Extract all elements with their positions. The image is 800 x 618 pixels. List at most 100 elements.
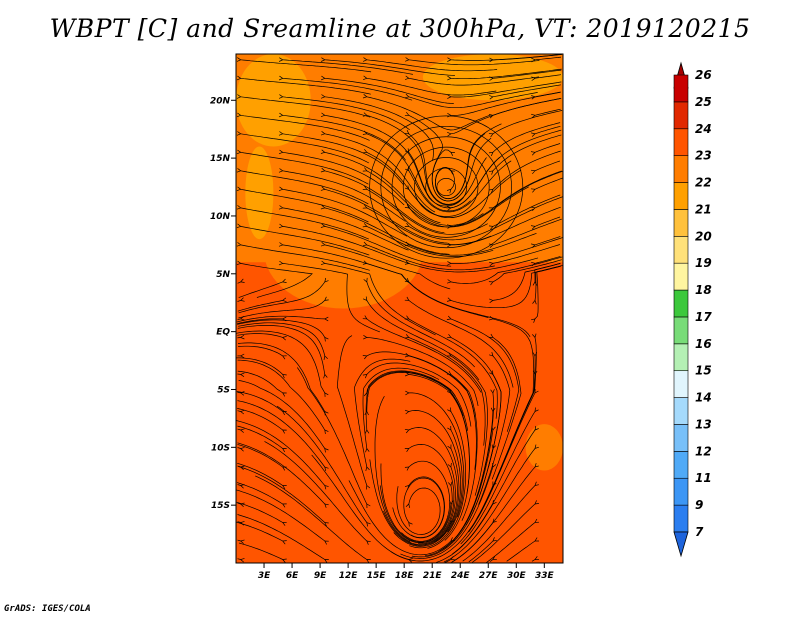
streamline-arrow <box>278 57 284 62</box>
streamline <box>362 367 440 449</box>
streamline-arrow <box>531 318 536 323</box>
streamline <box>311 454 409 560</box>
streamline <box>450 170 563 227</box>
streamline <box>237 408 283 431</box>
streamline-arrow <box>362 57 368 62</box>
streamline-arrow <box>282 521 287 526</box>
streamline <box>390 485 494 562</box>
streamline <box>534 108 561 116</box>
y-tick-label: 15S <box>211 501 230 511</box>
streamline-arrow <box>404 296 410 301</box>
streamline-arrow <box>447 131 452 137</box>
streamline-arrow <box>236 242 242 247</box>
streamline <box>534 160 561 172</box>
streamline-arrow <box>282 392 287 397</box>
streamline-arrow <box>447 444 452 450</box>
streamline-arrow <box>239 391 245 396</box>
streamline-arrow <box>530 206 536 212</box>
streamline-arrow <box>408 521 413 527</box>
y-tick-label: 5S <box>217 385 230 395</box>
streamline-arrow <box>239 428 245 433</box>
streamline-arrow <box>446 352 452 357</box>
colorbar-segment <box>673 235 689 264</box>
streamline-arrow <box>446 370 452 375</box>
streamline <box>366 263 489 318</box>
streamline <box>324 133 436 213</box>
streamline <box>379 485 453 544</box>
streamline-arrow <box>492 462 497 468</box>
streamline-arrow <box>534 537 539 542</box>
streamline <box>324 207 450 255</box>
x-tick-label: 27E <box>479 571 499 581</box>
streamline-arrow <box>404 75 410 80</box>
streamline-arrow <box>489 352 494 357</box>
streamline <box>450 91 561 116</box>
streamline <box>450 256 563 284</box>
streamline-arrow <box>490 407 496 413</box>
streamline <box>255 475 367 560</box>
streamline-arrow <box>488 170 494 175</box>
colorbar-segment <box>673 289 689 318</box>
colorbar-segment <box>673 209 689 237</box>
colorbar-label: 12 <box>695 444 712 458</box>
streamline <box>460 411 536 545</box>
streamline <box>534 265 563 320</box>
streamline-arrow <box>324 484 329 490</box>
streamline-arrow <box>534 425 539 431</box>
streamline <box>468 392 536 533</box>
wbpt-region <box>264 192 423 309</box>
colorbar-label: 18 <box>695 283 712 297</box>
streamline <box>238 322 326 356</box>
streamline-arrow <box>363 277 368 283</box>
streamline-arrow <box>446 279 452 284</box>
streamline <box>324 114 429 197</box>
streamline-arrow <box>532 370 538 376</box>
streamline-arrow <box>450 151 455 156</box>
streamline-arrow <box>282 485 287 490</box>
streamline <box>240 244 370 271</box>
streamline-arrow <box>447 425 452 431</box>
grads-credit: GrADS: IGES/COLA <box>4 604 91 614</box>
streamline-arrow <box>239 334 245 340</box>
streamline <box>424 429 494 557</box>
streamline <box>240 59 372 73</box>
streamline <box>237 444 283 468</box>
streamline-arrow <box>281 297 287 303</box>
streamline <box>380 463 452 543</box>
streamline <box>236 521 283 542</box>
streamline-arrow <box>489 316 494 321</box>
streamline <box>438 411 494 552</box>
streamline <box>400 466 494 559</box>
streamline-arrow <box>362 223 368 228</box>
streamline <box>237 333 283 338</box>
streamline <box>366 371 469 431</box>
streamline <box>366 96 492 131</box>
streamline <box>324 244 451 290</box>
streamline <box>240 188 369 223</box>
streamline-arrow <box>362 167 368 172</box>
streamline <box>401 460 451 542</box>
streamline <box>324 263 436 336</box>
streamline <box>324 188 448 244</box>
streamline-arrow <box>362 130 368 135</box>
streamline-arrow <box>278 260 284 266</box>
vortex-streamline <box>380 125 512 249</box>
y-tick-label: 5N <box>216 270 230 280</box>
streamline-arrow <box>450 556 455 561</box>
streamline <box>492 218 562 246</box>
streamline-arrow <box>491 426 496 431</box>
streamline-arrow <box>404 260 410 265</box>
streamline <box>366 226 494 257</box>
streamline <box>436 503 494 563</box>
colorbar-label: 17 <box>695 310 712 324</box>
streamline-arrow <box>492 499 497 505</box>
streamline-arrow <box>491 444 496 450</box>
streamline-arrow <box>320 223 326 228</box>
streamline <box>237 462 283 486</box>
streamline-arrow <box>366 540 371 545</box>
wbpt-region <box>525 424 563 471</box>
streamline <box>324 59 455 76</box>
streamline-arrow <box>240 278 245 283</box>
x-tick-label: 12E <box>339 571 359 581</box>
